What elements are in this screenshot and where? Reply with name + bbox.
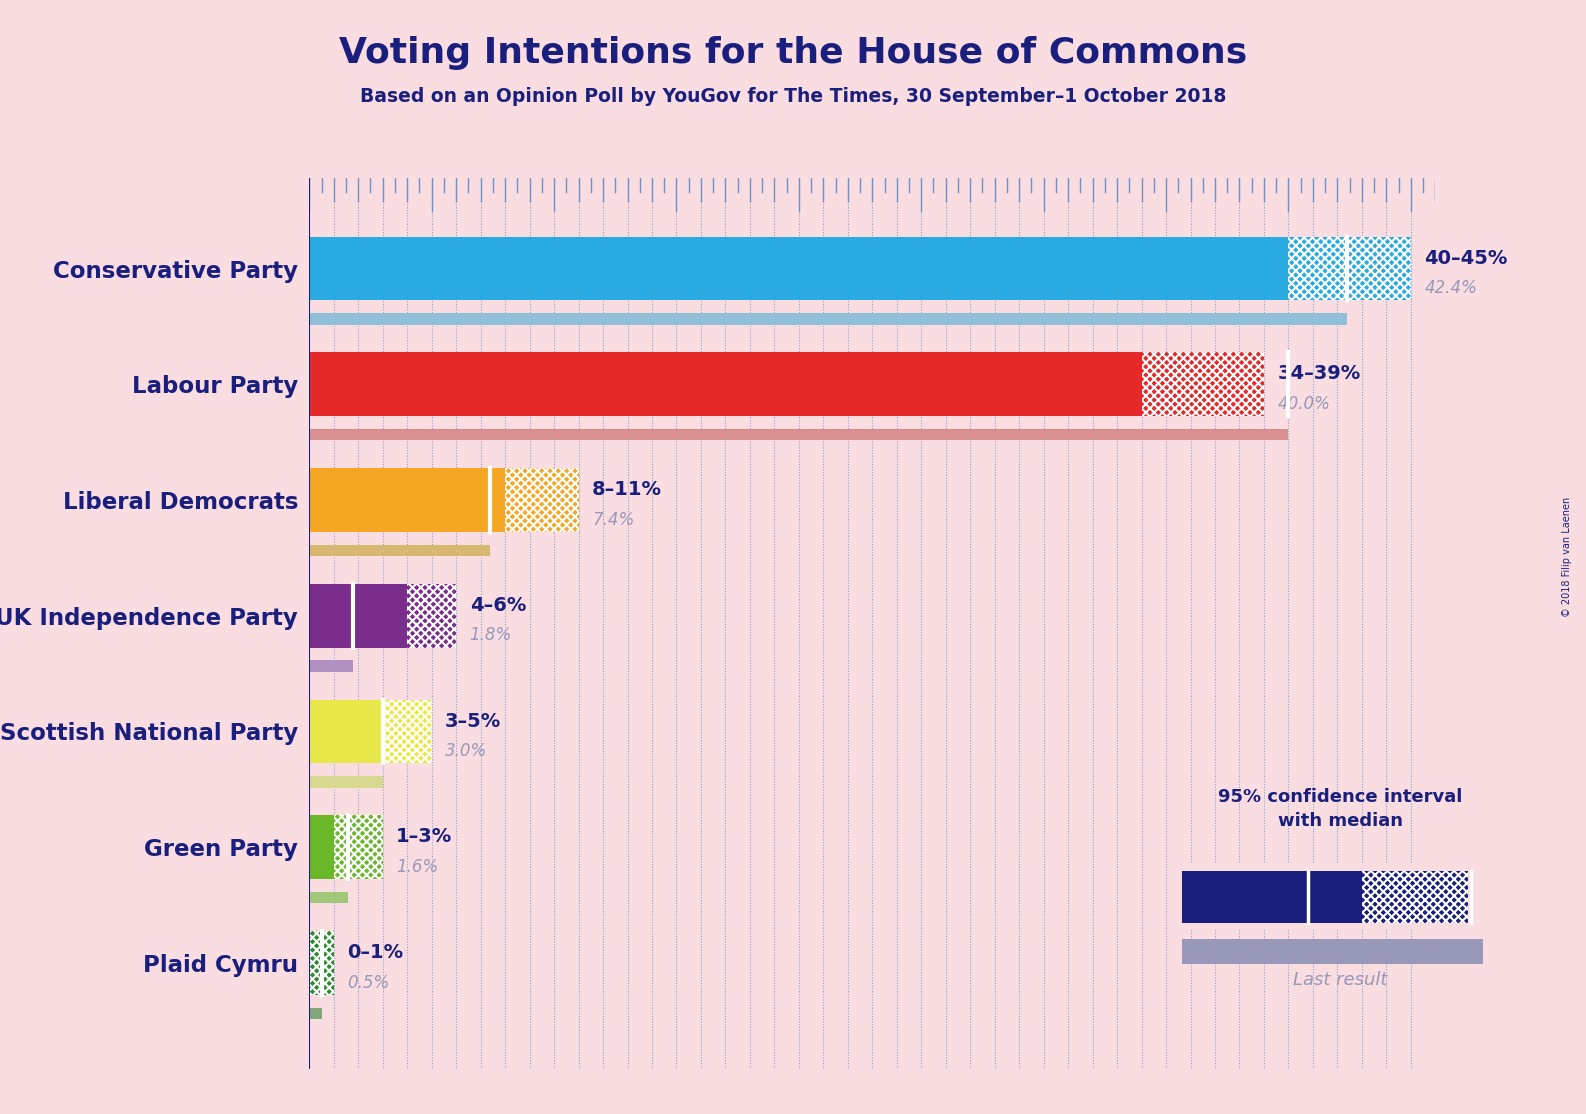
Text: 1–3%: 1–3% [396,828,452,847]
Bar [1288,236,1412,301]
Bar [408,584,457,647]
Text: 1.8%: 1.8% [469,626,512,644]
Bar [309,429,1288,440]
Text: 95% confidence interval
with median: 95% confidence interval with median [1218,789,1462,830]
Bar [309,468,504,531]
Text: Voting Intentions for the House of Commons: Voting Intentions for the House of Commo… [339,36,1247,70]
Bar [309,236,1288,301]
Text: Based on an Opinion Poll by YouGov for The Times, 30 September–1 October 2018: Based on an Opinion Poll by YouGov for T… [360,87,1226,106]
Bar [309,700,382,763]
Text: 0.5%: 0.5% [347,974,390,991]
Bar [1182,871,1362,922]
Text: 0–1%: 0–1% [347,944,403,962]
Text: 3.0%: 3.0% [446,742,487,760]
Bar [1142,352,1264,417]
Bar [333,815,382,879]
Text: © 2018 Filip van Laenen: © 2018 Filip van Laenen [1562,497,1572,617]
Text: 1.6%: 1.6% [396,858,438,876]
Bar [309,584,408,647]
Bar [309,776,382,788]
Text: 7.4%: 7.4% [592,510,634,529]
Text: 40.0%: 40.0% [1277,395,1331,413]
Bar [309,545,490,556]
Bar [309,313,1347,324]
Bar [309,931,333,995]
Text: 40–45%: 40–45% [1424,248,1508,267]
Bar [382,700,431,763]
Bar [309,1007,322,1019]
Bar [309,661,354,672]
Text: 4–6%: 4–6% [469,596,527,615]
Text: 42.4%: 42.4% [1424,280,1477,297]
Text: 8–11%: 8–11% [592,480,661,499]
Text: 3–5%: 3–5% [446,712,501,731]
Bar [309,815,333,879]
Bar [504,468,579,531]
Text: 34–39%: 34–39% [1277,364,1361,383]
Bar [309,352,1142,417]
Bar [309,892,349,903]
Text: Last result: Last result [1293,971,1388,989]
Bar [1362,871,1469,922]
